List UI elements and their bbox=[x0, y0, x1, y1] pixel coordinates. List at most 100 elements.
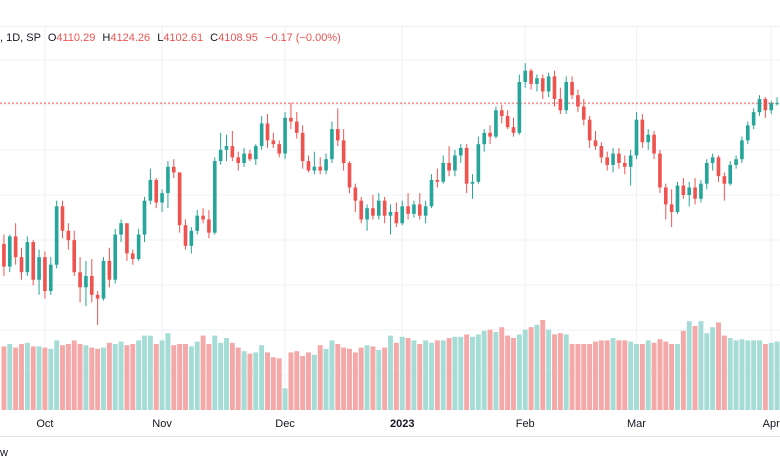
candle[interactable] bbox=[470, 174, 475, 199]
candle[interactable] bbox=[78, 257, 82, 303]
candle[interactable] bbox=[376, 193, 381, 220]
candle[interactable] bbox=[160, 189, 164, 212]
candle[interactable] bbox=[740, 136, 744, 163]
candle[interactable] bbox=[540, 74, 545, 99]
candle[interactable] bbox=[435, 168, 440, 188]
candle[interactable] bbox=[394, 202, 399, 228]
candle[interactable] bbox=[236, 151, 241, 171]
candle[interactable] bbox=[482, 129, 487, 152]
candle[interactable] bbox=[581, 98, 586, 126]
candle[interactable] bbox=[25, 236, 30, 276]
candle[interactable] bbox=[505, 110, 510, 130]
candle[interactable] bbox=[318, 157, 323, 175]
candle[interactable] bbox=[576, 89, 580, 113]
candle[interactable] bbox=[218, 132, 223, 165]
candle[interactable] bbox=[195, 210, 200, 235]
candle[interactable] bbox=[628, 149, 633, 186]
candle[interactable] bbox=[60, 200, 65, 239]
candle[interactable] bbox=[763, 97, 768, 118]
candle[interactable] bbox=[212, 157, 217, 235]
candle[interactable] bbox=[136, 228, 141, 261]
candle[interactable] bbox=[189, 227, 194, 254]
candle[interactable] bbox=[745, 121, 750, 145]
candle[interactable] bbox=[775, 97, 779, 106]
candle[interactable] bbox=[546, 72, 551, 98]
candle[interactable] bbox=[171, 159, 176, 179]
candle[interactable] bbox=[675, 181, 680, 214]
candle[interactable] bbox=[253, 144, 258, 165]
candle[interactable] bbox=[652, 130, 656, 160]
candle[interactable] bbox=[324, 153, 328, 175]
candle[interactable] bbox=[183, 219, 188, 250]
candle[interactable] bbox=[599, 142, 604, 163]
candle[interactable] bbox=[617, 147, 621, 169]
candle[interactable] bbox=[359, 196, 364, 224]
candle[interactable] bbox=[242, 147, 246, 167]
candle[interactable] bbox=[681, 178, 686, 199]
candle[interactable] bbox=[265, 114, 270, 148]
candle[interactable] bbox=[19, 247, 24, 280]
candle[interactable] bbox=[716, 155, 721, 182]
candle[interactable] bbox=[464, 144, 469, 194]
candle[interactable] bbox=[166, 161, 170, 209]
candle[interactable] bbox=[751, 108, 756, 130]
candle[interactable] bbox=[177, 172, 182, 233]
candle[interactable] bbox=[458, 144, 463, 163]
candle[interactable] bbox=[417, 193, 422, 220]
candle[interactable] bbox=[107, 247, 112, 288]
candle[interactable] bbox=[704, 159, 709, 190]
candle[interactable] bbox=[663, 183, 668, 220]
candle[interactable] bbox=[84, 260, 88, 307]
candle[interactable] bbox=[125, 223, 129, 261]
candle[interactable] bbox=[429, 174, 434, 209]
candle[interactable] bbox=[277, 140, 282, 158]
candle[interactable] bbox=[365, 204, 369, 231]
candle[interactable] bbox=[699, 179, 703, 203]
candle[interactable] bbox=[511, 117, 516, 137]
candle[interactable] bbox=[634, 112, 639, 160]
candle[interactable] bbox=[130, 249, 135, 265]
candle[interactable] bbox=[646, 129, 651, 150]
candle[interactable] bbox=[259, 115, 264, 150]
candle[interactable] bbox=[640, 114, 645, 148]
candle[interactable] bbox=[207, 210, 211, 239]
candle[interactable] bbox=[154, 178, 159, 209]
candle[interactable] bbox=[658, 149, 662, 194]
candle[interactable] bbox=[564, 76, 569, 115]
candle[interactable] bbox=[101, 257, 106, 301]
candle[interactable] bbox=[248, 149, 252, 162]
candle[interactable] bbox=[570, 76, 574, 99]
candle[interactable] bbox=[453, 149, 457, 177]
candle[interactable] bbox=[330, 121, 334, 163]
candle[interactable] bbox=[66, 223, 71, 250]
candle[interactable] bbox=[113, 228, 118, 284]
candle[interactable] bbox=[412, 200, 416, 218]
candle[interactable] bbox=[230, 130, 235, 162]
candle[interactable] bbox=[341, 129, 346, 171]
candle[interactable] bbox=[271, 132, 276, 148]
candle[interactable] bbox=[593, 130, 598, 150]
candle[interactable] bbox=[306, 155, 311, 173]
candle[interactable] bbox=[353, 183, 358, 212]
candle[interactable] bbox=[406, 193, 410, 220]
candle[interactable] bbox=[119, 219, 123, 243]
candle[interactable] bbox=[95, 291, 100, 325]
candle[interactable] bbox=[476, 136, 481, 184]
candle[interactable] bbox=[558, 87, 563, 115]
candle[interactable] bbox=[2, 234, 6, 276]
candle[interactable] bbox=[523, 63, 528, 88]
candle[interactable] bbox=[289, 102, 293, 130]
candle[interactable] bbox=[669, 189, 674, 228]
candle[interactable] bbox=[535, 74, 539, 92]
candle[interactable] bbox=[201, 208, 205, 224]
candle[interactable] bbox=[7, 234, 12, 273]
candle[interactable] bbox=[294, 112, 299, 139]
candle[interactable] bbox=[224, 134, 229, 162]
candle[interactable] bbox=[89, 259, 94, 303]
candle[interactable] bbox=[148, 168, 153, 205]
candle[interactable] bbox=[300, 125, 305, 169]
candle[interactable] bbox=[335, 108, 340, 147]
candle[interactable] bbox=[757, 95, 762, 116]
candle[interactable] bbox=[382, 196, 387, 224]
